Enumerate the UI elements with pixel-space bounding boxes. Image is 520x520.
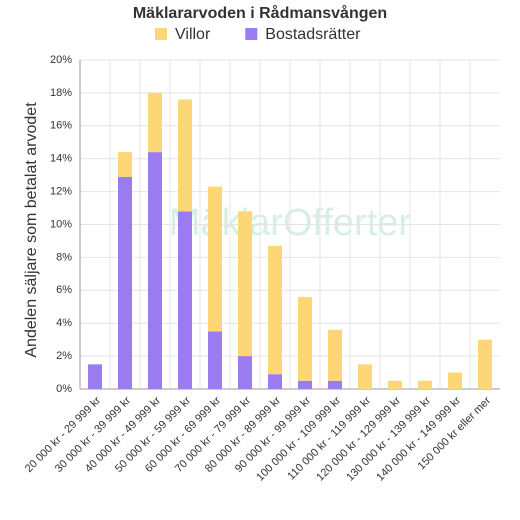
bar-segment: [118, 152, 132, 177]
bar-segment: [208, 186, 222, 332]
bar-segment: [418, 380, 432, 389]
bar-segment: [208, 331, 222, 389]
legend-label: Villor: [175, 26, 211, 43]
y-tick-label: 16%: [50, 120, 72, 132]
y-axis-label: Andelen säljare som betalat arvodet: [23, 102, 40, 358]
chart-title: Mäklararvoden i Rådmansvången: [133, 4, 387, 22]
bar-segment: [148, 152, 162, 389]
bar-segment: [328, 380, 342, 389]
y-tick-label: 18%: [50, 87, 72, 99]
bar-segment: [268, 245, 282, 375]
bar-segment: [388, 380, 402, 389]
bar-segment: [118, 176, 132, 389]
bar-segment: [238, 356, 252, 389]
bar-segment: [178, 211, 192, 389]
y-tick-label: 10%: [50, 218, 72, 230]
legend-label: Bostadsrätter: [265, 26, 361, 43]
bar-segment: [478, 339, 492, 389]
y-tick-label: 0%: [56, 383, 72, 395]
bar-segment: [448, 372, 462, 389]
y-tick-label: 12%: [50, 186, 72, 198]
legend-swatch: [155, 28, 167, 40]
y-tick-label: 20%: [50, 54, 72, 66]
bar-segment: [298, 380, 312, 389]
y-tick-label: 8%: [56, 251, 72, 263]
y-tick-label: 4%: [56, 317, 72, 329]
legend-swatch: [245, 28, 258, 40]
y-tick-label: 6%: [56, 284, 72, 296]
bar-segment: [298, 296, 312, 381]
bar-segment: [148, 92, 162, 153]
bar-segment: [268, 374, 282, 389]
bar-segment: [238, 211, 252, 357]
bar-segment: [88, 364, 102, 389]
y-tick-label: 2%: [56, 350, 72, 362]
y-tick-label: 14%: [50, 153, 72, 165]
bar-segment: [328, 329, 342, 381]
bar-segment: [178, 99, 192, 212]
bar-segment: [358, 364, 372, 389]
